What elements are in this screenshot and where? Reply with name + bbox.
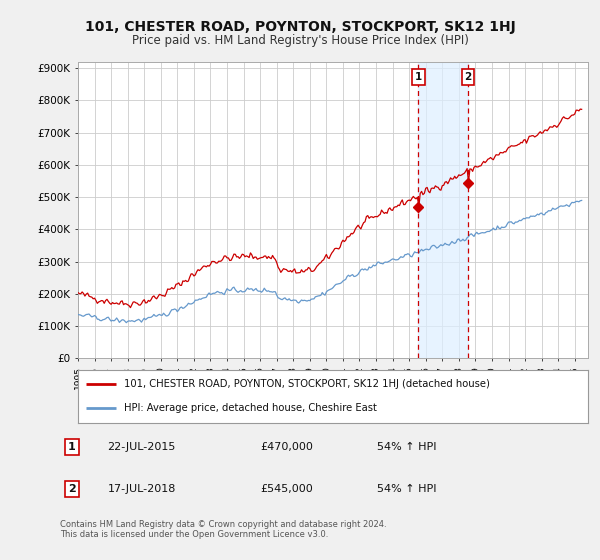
- Text: 17-JUL-2018: 17-JUL-2018: [107, 484, 176, 494]
- Text: 101, CHESTER ROAD, POYNTON, STOCKPORT, SK12 1HJ: 101, CHESTER ROAD, POYNTON, STOCKPORT, S…: [85, 20, 515, 34]
- Text: 54% ↑ HPI: 54% ↑ HPI: [377, 442, 436, 452]
- Text: 22-JUL-2015: 22-JUL-2015: [107, 442, 176, 452]
- Text: £545,000: £545,000: [260, 484, 313, 494]
- Text: 1: 1: [415, 72, 422, 82]
- Bar: [418, 62, 468, 358]
- Text: 2: 2: [464, 72, 472, 82]
- Text: HPI: Average price, detached house, Cheshire East: HPI: Average price, detached house, Ches…: [124, 403, 377, 413]
- Text: Price paid vs. HM Land Registry's House Price Index (HPI): Price paid vs. HM Land Registry's House …: [131, 34, 469, 46]
- Text: 101, CHESTER ROAD, POYNTON, STOCKPORT, SK12 1HJ (detached house): 101, CHESTER ROAD, POYNTON, STOCKPORT, S…: [124, 379, 490, 389]
- Text: 54% ↑ HPI: 54% ↑ HPI: [377, 484, 436, 494]
- Text: Contains HM Land Registry data © Crown copyright and database right 2024.
This d: Contains HM Land Registry data © Crown c…: [60, 520, 386, 539]
- Text: 2: 2: [68, 484, 76, 494]
- Text: 1: 1: [68, 442, 76, 452]
- Text: £470,000: £470,000: [260, 442, 314, 452]
